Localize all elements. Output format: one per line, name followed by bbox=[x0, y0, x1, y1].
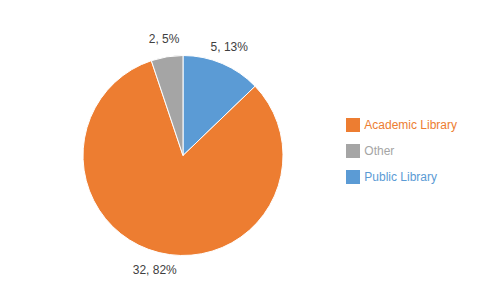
html-text:Academic Library: Academic Library bbox=[364, 117, 457, 132]
svg-text:32, 82%: 32, 82% bbox=[133, 263, 177, 277]
html-text:Other: Other bbox=[364, 143, 395, 158]
svg-text:2, 5%: 2, 5% bbox=[149, 32, 180, 46]
html-text:Public Library: Public Library bbox=[364, 169, 437, 184]
svg-text:5, 13%: 5, 13% bbox=[211, 40, 249, 54]
